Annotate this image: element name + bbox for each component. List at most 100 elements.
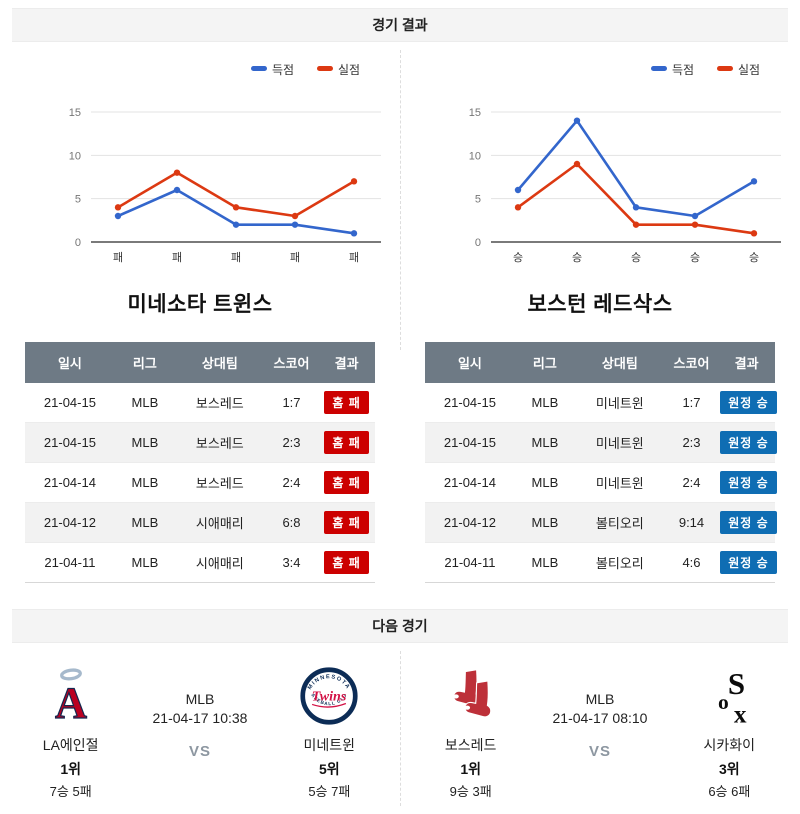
la-angels-logo-icon: A [54, 668, 87, 727]
legend-swatch [716, 66, 733, 71]
table-cell: 6:8 [264, 502, 319, 543]
table-cell: 홈 패 [318, 383, 375, 423]
team-column-minnesota: 0 5 10 15 패 패 패 패 패 득점 실점 미네소타 트윈스 일시 리그 상대팀 스코어 결과 21… [0, 42, 400, 583]
next-games-section: A LA에인절 1위 7승 5패 MLB 21-04-17 10:38 VS M… [0, 643, 800, 814]
table-row: 21-04-15 MLB 미네트윈 1:7 원정 승 [425, 383, 777, 423]
team-rank: 3위 [718, 761, 740, 777]
results-table-minnesota: 일시 리그 상대팀 스코어 결과 21-04-15 MLB 보스레드 1:7 홈 패 21-04-… [25, 342, 375, 583]
column-header: 일시 [425, 342, 515, 383]
team-record: 7승 5패 [49, 784, 92, 799]
table-cell: 21-04-14 [25, 462, 115, 503]
table-cell: MLB [114, 502, 175, 543]
table-header-row: 일시 리그 상대팀 스코어 결과 [25, 342, 375, 383]
result-badge: 홈 패 [324, 471, 369, 494]
table-cell: MLB [514, 542, 575, 583]
table-cell: 21-04-12 [425, 502, 515, 543]
svg-text:10: 10 [68, 150, 80, 162]
svg-text:패: 패 [230, 251, 240, 264]
table-cell: 9:14 [664, 502, 719, 543]
chicago-whitesox-logo-icon: S o x [718, 666, 747, 727]
table-cell: 보스레드 [174, 422, 265, 463]
table-cell: 원정 승 [718, 383, 777, 423]
table-cell: 4:6 [664, 542, 719, 583]
next-game-away-team: S o x 시카화이 3위 6승 6패 [665, 665, 794, 800]
table-cell: 홈 패 [318, 542, 375, 583]
vs-label: VS [188, 743, 211, 760]
table-cell: 21-04-15 [425, 383, 515, 423]
table-cell: 1:7 [664, 383, 719, 423]
table-row: 21-04-14 MLB 미네트윈 2:4 원정 승 [425, 462, 777, 503]
svg-text:승: 승 [748, 251, 758, 264]
table-cell: MLB [114, 542, 175, 583]
team-title-boston: 보스턴 레드삭스 [527, 293, 673, 316]
table-header-row: 일시 리그 상대팀 스코어 결과 [425, 342, 775, 383]
legend-label: 득점 [672, 63, 694, 77]
league-label: MLB [185, 691, 215, 707]
column-header: 스코어 [264, 342, 319, 383]
result-badge: 홈 패 [324, 511, 369, 534]
table-cell: 2:4 [664, 462, 719, 503]
team-record: 9승 3패 [449, 784, 492, 799]
table-cell: 홈 패 [318, 502, 375, 543]
result-badge: 원정 승 [720, 431, 777, 454]
vs-label: VS [588, 743, 611, 760]
table-cell: 21-04-15 [25, 422, 115, 463]
result-badge: 홈 패 [324, 391, 369, 414]
result-badge: 원정 승 [720, 551, 777, 574]
table-row: 21-04-14 MLB 보스레드 2:4 홈 패 [25, 462, 375, 503]
table-cell: 미네트윈 [574, 383, 665, 423]
column-header: 리그 [514, 342, 575, 383]
svg-text:승: 승 [512, 251, 522, 264]
next-game-meta: MLB 21-04-17 08:10 VS [535, 665, 664, 760]
table-cell: 2:3 [264, 422, 319, 463]
column-header: 결과 [318, 342, 375, 383]
scores-line-chart-boston: 0 5 10 15 승 승 승 승 승 득점 실점 [468, 63, 781, 264]
next-game-away-team: MINNESOTA BASEBALL CLUB Twins 미네트윈 5위 5승… [265, 665, 394, 800]
result-badge: 원정 승 [720, 391, 777, 414]
team-name: LA에인절 [42, 737, 99, 753]
table-cell: 원정 승 [718, 502, 777, 543]
legend-label: 득점 [272, 63, 294, 77]
legend-label: 실점 [738, 63, 760, 77]
table-row: 21-04-12 MLB 볼티오리 9:14 원정 승 [425, 502, 777, 543]
legend-swatch [250, 66, 267, 71]
svg-text:5: 5 [474, 194, 480, 206]
team-rank: 1위 [60, 761, 81, 777]
svg-text:Twins: Twins [312, 689, 347, 705]
team-name: 시카화이 [703, 737, 756, 753]
table-row: 21-04-11 MLB 시애매리 3:4 홈 패 [25, 542, 375, 583]
table-cell: 21-04-15 [25, 383, 115, 423]
column-header: 일시 [25, 342, 115, 383]
team-rank: 5위 [318, 761, 340, 777]
legend-swatch [650, 66, 667, 71]
table-cell: MLB [514, 462, 575, 503]
next-game-home-team: A LA에인절 1위 7승 5패 [6, 665, 135, 800]
svg-text:패: 패 [171, 251, 181, 264]
results-section: 0 5 10 15 패 패 패 패 패 득점 실점 미네소타 트윈스 일시 리그 상대팀 스코어 결과 21… [0, 42, 800, 583]
table-cell: 1:7 [264, 383, 319, 423]
svg-text:5: 5 [74, 194, 80, 206]
table-cell: 볼티오리 [574, 542, 665, 583]
result-badge: 원정 승 [720, 471, 777, 494]
game-datetime: 21-04-17 08:10 [552, 710, 648, 726]
table-cell: 보스레드 [174, 462, 265, 503]
table-cell: MLB [514, 422, 575, 463]
minnesota-twins-logo-icon: MINNESOTA BASEBALL CLUB Twins [299, 665, 358, 725]
team-title-minnesota: 미네소타 트윈스 [127, 293, 273, 316]
table-cell: 홈 패 [318, 462, 375, 503]
legend-label: 실점 [338, 63, 360, 77]
table-cell: 시애매리 [174, 502, 265, 543]
table-row: 21-04-15 MLB 보스레드 2:3 홈 패 [25, 422, 375, 463]
svg-text:o: o [718, 690, 729, 714]
table-row: 21-04-15 MLB 미네트윈 2:3 원정 승 [425, 422, 777, 463]
column-header: 상대팀 [574, 342, 665, 383]
team-column-boston: 0 5 10 15 승 승 승 승 승 득점 실점 보스턴 레드삭스 일시 리그 상대팀 스코어 결과 21… [400, 42, 800, 583]
table-cell: 21-04-15 [425, 422, 515, 463]
boston-redsox-logo-icon [452, 669, 491, 718]
team-name: 미네트윈 [303, 737, 356, 753]
team-record: 6승 6패 [708, 784, 751, 799]
results-table-boston: 일시 리그 상대팀 스코어 결과 21-04-15 MLB 미네트윈 1:7 원정 승 21-04… [425, 342, 777, 583]
table-cell: 2:4 [264, 462, 319, 503]
next-game-home-team: 보스레드 1위 9승 3패 [406, 665, 535, 800]
svg-text:0: 0 [474, 237, 480, 249]
